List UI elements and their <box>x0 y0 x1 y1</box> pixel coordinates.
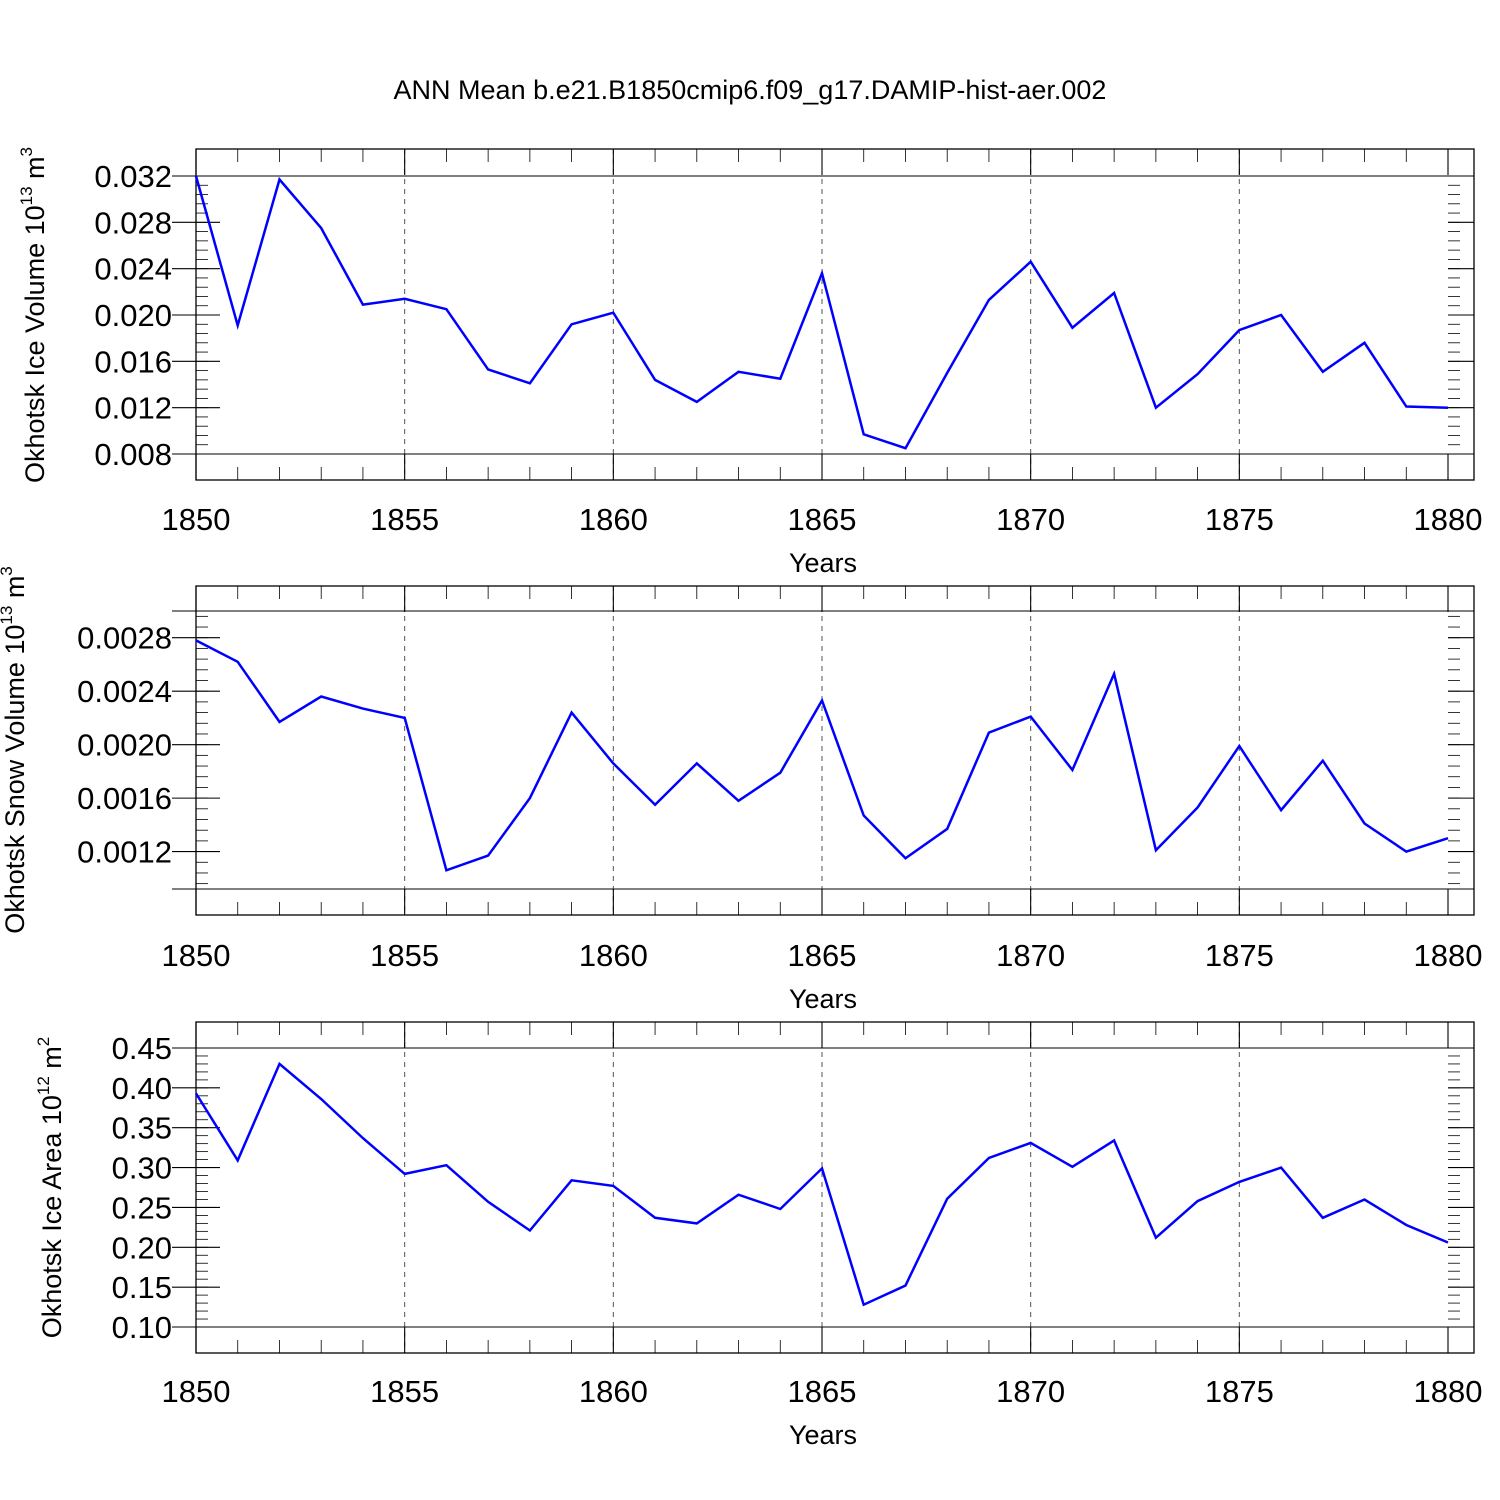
figure-title: ANN Mean b.e21.B1850cmip6.f09_g17.DAMIP-… <box>394 75 1107 105</box>
x-tick-label: 1850 <box>162 1374 231 1409</box>
x-axis-label: Years <box>789 1420 857 1450</box>
plot-frame <box>195 148 1475 481</box>
y-axis-label-part: m <box>37 1046 67 1076</box>
x-tick-label: 1850 <box>162 938 231 973</box>
y-tick-label: 0.25 <box>112 1190 172 1225</box>
series-line <box>194 1061 1449 1307</box>
y-tick-label: 0.20 <box>112 1230 172 1265</box>
y-tick-label: 0.35 <box>112 1111 172 1146</box>
x-tick-label: 1850 <box>162 502 231 537</box>
x-tick-label: 1880 <box>1414 502 1483 537</box>
y-tick-label: 0.016 <box>94 344 172 379</box>
plot-frame <box>195 585 1475 916</box>
x-tick-label: 1860 <box>579 938 648 973</box>
x-tick-label: 1865 <box>788 938 857 973</box>
x-tick-label: 1855 <box>370 502 439 537</box>
y-axis-label-part: 2 <box>34 1037 53 1046</box>
x-axis-label: Years <box>789 548 857 578</box>
y-tick-label: 0.020 <box>94 298 172 333</box>
y-axis-label-part: Okhotsk Ice Area 10 <box>37 1095 67 1338</box>
plot-frame <box>195 1021 1475 1354</box>
y-tick-label: 0.012 <box>94 391 172 426</box>
x-axis-label: Years <box>789 984 857 1014</box>
y-axis-label-part: Okhotsk Ice Volume 10 <box>20 205 50 483</box>
y-tick-label: 0.0016 <box>77 781 172 816</box>
panel-3: 1850 1855 1860 1865 1870 1875 1880 0.10 0.15 0.20… <box>34 1021 1483 1450</box>
y-tick-label: 0.008 <box>94 437 172 472</box>
y-axis-label-part: 13 <box>17 186 36 205</box>
y-axis-label-part: Okhotsk Snow Volume 10 <box>0 625 30 934</box>
y-tick-label: 0.45 <box>112 1031 172 1066</box>
x-tick-label: 1855 <box>370 938 439 973</box>
y-axis-label-part: 13 <box>0 606 16 625</box>
y-axis-label-part: m <box>0 576 30 606</box>
x-tick-label: 1880 <box>1414 1374 1483 1409</box>
x-tick-label: 1855 <box>370 1374 439 1409</box>
y-axis-label: Okhotsk Ice Volume 1013 m3 <box>17 147 50 483</box>
x-tick-label: 1870 <box>996 1374 1065 1409</box>
x-tick-label: 1860 <box>579 502 648 537</box>
y-tick-label: 0.30 <box>112 1151 172 1186</box>
x-tick-label: 1875 <box>1205 938 1274 973</box>
y-tick-label: 0.10 <box>112 1310 172 1345</box>
y-axis-label: Okhotsk Ice Area 1012 m2 <box>34 1037 67 1339</box>
x-tick-label: 1865 <box>788 1374 857 1409</box>
x-tick-label: 1870 <box>996 938 1065 973</box>
y-tick-label: 0.0020 <box>77 728 172 763</box>
y-tick-label: 0.032 <box>94 159 172 194</box>
y-axis-label-part: 3 <box>17 147 36 156</box>
y-tick-label: 0.0024 <box>77 674 172 709</box>
series-line <box>195 639 1449 872</box>
y-tick-label: 0.024 <box>94 252 172 287</box>
y-tick-label: 0.0028 <box>77 621 172 656</box>
y-axis-label-part: 12 <box>34 1076 53 1095</box>
panel-1: 1850 1855 1860 1865 1870 1875 1880 0.008 0.012 0.… <box>17 147 1482 578</box>
y-axis-label: Okhotsk Snow Volume 1013 m3 <box>0 566 30 934</box>
y-axis-label-part: 3 <box>0 566 16 575</box>
x-tick-label: 1860 <box>579 1374 648 1409</box>
x-tick-label: 1875 <box>1205 1374 1274 1409</box>
y-tick-label: 0.028 <box>94 205 172 240</box>
x-tick-label: 1875 <box>1205 502 1274 537</box>
y-tick-label: 0.0012 <box>77 835 172 870</box>
x-tick-label: 1870 <box>996 502 1065 537</box>
y-tick-label: 0.15 <box>112 1270 172 1305</box>
series-line <box>194 175 1449 450</box>
y-tick-label: 0.40 <box>112 1071 172 1106</box>
x-tick-label: 1880 <box>1414 938 1483 973</box>
y-axis-label-part: m <box>20 156 50 186</box>
panel-2: 1850 1855 1860 1865 1870 1875 1880 0.0012 0.0016… <box>0 566 1482 1014</box>
x-tick-label: 1865 <box>788 502 857 537</box>
